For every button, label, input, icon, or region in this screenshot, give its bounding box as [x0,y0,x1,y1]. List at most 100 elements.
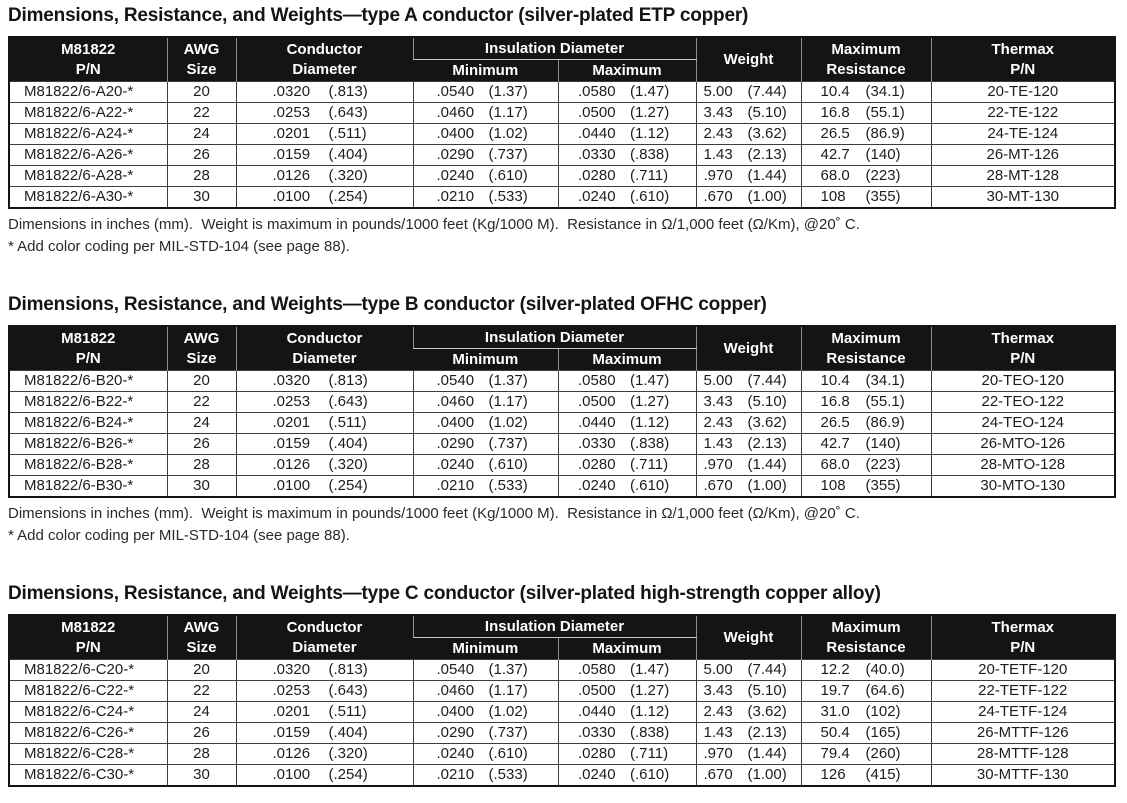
value-pair: 1.43 (2.13) [697,145,801,165]
cell-awg-size: 26 [166,433,237,455]
cell-insulation-maximum: .0280 (.711) [557,454,697,476]
value-pair: .0201 (.511) [237,124,413,144]
value-primary: 5.00 [703,83,733,100]
value-parenthetical: (55.1) [865,393,905,410]
cell-part-number: M81822/6-A26-* [8,144,168,166]
value-primary: .0440 [578,125,616,142]
value-primary: 3.43 [703,104,733,121]
cell-insulation-maximum: .0580 (1.47) [557,659,697,681]
table-body: M81822/6-C20-* 20.0320 (.813) .0540 (1.37) .0… [8,659,1116,787]
cell-thermax-pn: 20-TEO-120 [930,370,1116,392]
cell-insulation-maximum: .0330 (.838) [557,433,697,455]
value-pair: 16.8 (55.1) [802,103,931,123]
value-primary: .0100 [272,766,311,783]
col-header-thermax-pn: Thermax P/N [930,615,1116,660]
value-parenthetical: (7.44) [747,661,787,678]
value-primary: .0240 [578,766,616,783]
value-pair: .0100 (.254) [237,765,413,785]
cell-weight: 5.00 (7.44) [695,81,802,103]
value-primary: 10.4 [820,83,850,100]
value-primary: 1.43 [703,146,733,163]
cell-part-number: M81822/6-B26-* [8,433,168,455]
value-primary: .0100 [272,188,311,205]
table-header: M81822 P/N AWG Size Conductor Diameter Insu… [9,615,1116,660]
value-pair: .0240 (.610) [414,166,558,186]
value-parenthetical: (86.9) [865,414,905,431]
value-primary: .0290 [436,435,475,452]
cell-maximum-resistance: 19.7 (64.6) [800,680,932,702]
value-parenthetical: (.610) [488,745,528,762]
value-parenthetical: (64.6) [865,682,905,699]
value-parenthetical: (1.37) [488,661,528,678]
cell-thermax-pn: 30-MT-130 [930,186,1116,209]
table-footnotes: Dimensions in inches (mm). Weight is max… [8,503,1119,547]
value-pair: .0320 (.813) [237,660,413,680]
value-pair: 5.00 (7.44) [697,660,801,680]
col-header-awg-size: AWG Size [166,326,236,371]
cell-thermax-pn: 28-MTO-128 [930,454,1116,476]
value-pair: .0210 (.533) [414,476,558,496]
cell-maximum-resistance: 10.4 (34.1) [800,81,932,103]
cell-insulation-minimum: .0290 (.737) [412,433,559,455]
col-header-insulation-maximum: Maximum [557,637,697,660]
value-pair: 79.4 (260) [802,744,931,764]
value-pair: .0201 (.511) [237,413,413,433]
value-pair: .0253 (.643) [237,392,413,412]
col-header-insulation-minimum: Minimum [413,348,558,371]
value-primary: 42.7 [820,146,850,163]
cell-maximum-resistance: 10.4 (34.1) [800,370,932,392]
cell-conductor-diameter: .0201 (.511) [235,701,414,723]
value-pair: .0210 (.533) [414,765,558,785]
cell-thermax-pn: 24-TEO-124 [930,412,1116,434]
col-header-thermax-pn: Thermax P/N [930,37,1116,82]
section-type-b: Dimensions, Resistance, and Weights—type… [8,294,1119,547]
value-pair: 1.43 (2.13) [697,723,801,743]
table-footnotes: Dimensions in inches (mm). Weight is max… [8,214,1119,258]
value-parenthetical: (1.37) [488,83,528,100]
cell-thermax-pn: 26-MTO-126 [930,433,1116,455]
value-primary: .0460 [436,104,475,121]
table-row: M81822/6-A26-* 26.0159 (.404) .0290 (.737) .0… [8,144,1116,166]
value-primary: .0580 [578,83,616,100]
value-primary: .0201 [272,414,311,431]
cell-awg-size: 28 [166,743,237,765]
table-body: M81822/6-B20-* 20.0320 (.813) .0540 (1.37) .0… [8,370,1116,498]
value-primary: 126 [820,766,846,783]
value-pair: .0100 (.254) [237,476,413,496]
cell-conductor-diameter: .0253 (.643) [235,102,414,124]
value-primary: .0126 [272,456,311,473]
value-parenthetical: (2.13) [747,435,787,452]
value-primary: .0500 [578,682,616,699]
value-parenthetical: (1.47) [630,661,670,678]
col-header-insulation-minimum: Minimum [413,59,558,82]
col-header-conductor-diameter: Conductor Diameter [235,615,413,660]
col-header-maximum-resistance: Maximum Resistance [800,326,932,371]
cell-maximum-resistance: 16.8 (55.1) [800,102,932,124]
cell-insulation-maximum: .0500 (1.27) [557,391,697,413]
cell-insulation-maximum: .0240 (.610) [557,186,697,209]
value-pair: .0330 (.838) [559,434,696,454]
cell-thermax-pn: 28-MTTF-128 [930,743,1116,765]
value-primary: .0240 [436,745,475,762]
value-primary: 19.7 [820,682,850,699]
value-parenthetical: (.533) [488,188,528,205]
cell-insulation-minimum: .0210 (.533) [412,186,559,209]
value-primary: .0240 [578,477,616,494]
value-parenthetical: (1.37) [488,372,528,389]
value-primary: .0280 [578,167,616,184]
page-title: Dimensions, Resistance, and Weights—type… [8,5,749,26]
value-pair: 42.7 (140) [802,145,931,165]
value-parenthetical: (.404) [328,724,368,741]
cell-insulation-maximum: .0580 (1.47) [557,370,697,392]
value-primary: .670 [703,766,733,783]
value-parenthetical: (55.1) [865,104,905,121]
value-pair: .0500 (1.27) [559,681,696,701]
value-pair: .0500 (1.27) [559,392,696,412]
value-parenthetical: (1.44) [747,167,787,184]
col-header-thermax-pn: Thermax P/N [930,326,1116,371]
section-type-a: Dimensions, Resistance, and Weights—type… [8,5,1119,258]
cell-weight: 1.43 (2.13) [695,144,802,166]
value-parenthetical: (.610) [488,456,528,473]
value-parenthetical: (1.02) [488,703,528,720]
value-parenthetical: (1.12) [630,703,670,720]
